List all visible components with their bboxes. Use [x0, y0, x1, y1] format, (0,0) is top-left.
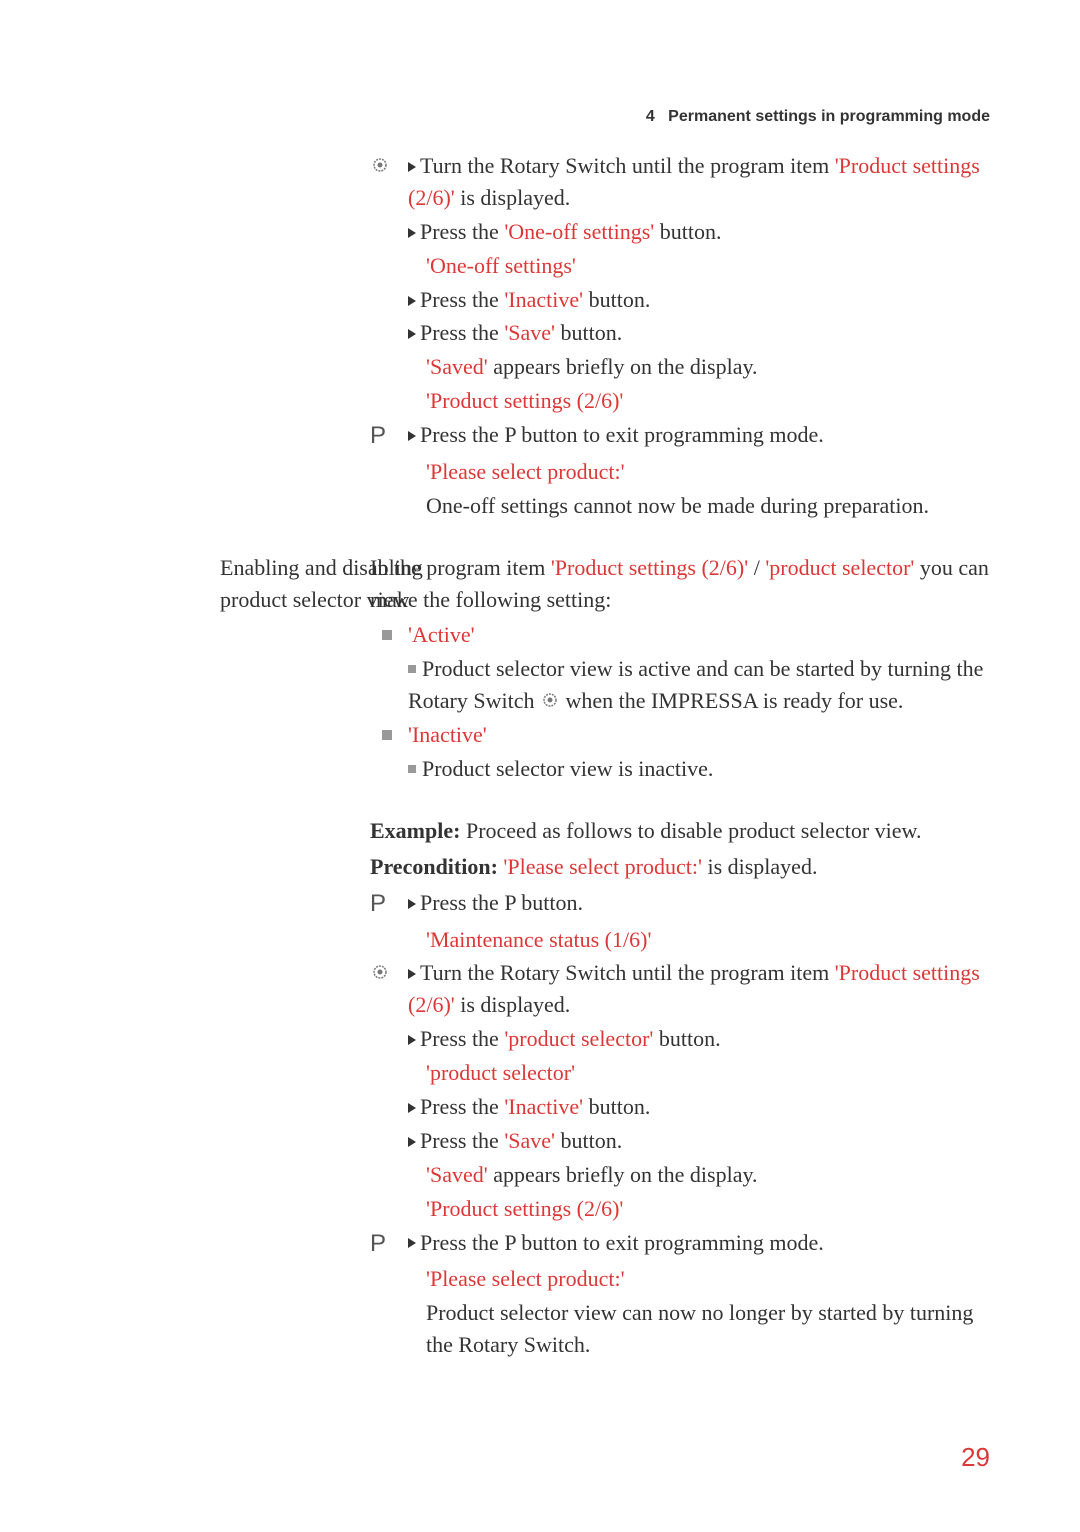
display-text: 'product selector' — [426, 1060, 575, 1085]
option-description: Product selector view is active and can … — [408, 656, 983, 713]
option-description: Product selector view is inactive. — [422, 756, 713, 781]
p-button-icon: P — [370, 422, 386, 449]
display-text: 'Maintenance status (1/6)' — [426, 927, 651, 952]
step-bullet-icon — [408, 899, 416, 909]
precondition-text: 'Please select product:' is displayed. — [498, 854, 818, 879]
step-text: Press the 'One-off settings' button. — [420, 219, 721, 244]
step-bullet-icon — [408, 969, 416, 979]
p-button-icon: P — [370, 1230, 386, 1257]
step-bullet-icon — [408, 1035, 416, 1045]
step-text: Press the P button. — [420, 890, 583, 915]
list-bullet-icon — [382, 730, 392, 740]
rotary-switch-icon — [540, 687, 560, 707]
sidebar-heading: Enabling and disabling product selector … — [220, 552, 460, 616]
page-header: 4 Permanent settings in programming mode — [646, 105, 990, 128]
example-block: Example: Proceed as follows to disable p… — [370, 815, 990, 1361]
rotary-switch-icon — [370, 152, 390, 172]
intro-paragraph: In the program item 'Product settings (2… — [370, 552, 990, 616]
step-text: Press the 'Inactive' button. — [420, 1094, 650, 1119]
step-text: Press the 'Save' button. — [420, 1128, 622, 1153]
precondition-label: Precondition: — [370, 854, 498, 879]
step-text: Press the 'Save' button. — [420, 320, 622, 345]
step-text: Press the 'Inactive' button. — [420, 287, 650, 312]
display-text: 'Saved' appears briefly on the display. — [426, 1162, 758, 1187]
section-number: 4 — [646, 108, 655, 125]
display-text: 'Product settings (2/6)' — [426, 388, 623, 413]
list-bullet-icon — [382, 630, 392, 640]
step-bullet-icon — [408, 1137, 416, 1147]
display-text: 'Product settings (2/6)' — [426, 1196, 623, 1221]
display-text: 'Saved' appears briefly on the display. — [426, 354, 758, 379]
step-bullet-icon — [408, 1103, 416, 1113]
option-label: 'Inactive' — [408, 722, 487, 747]
step-text: Press the P button to exit programming m… — [420, 1230, 824, 1255]
instruction-block-1: Turn the Rotary Switch until the program… — [370, 150, 990, 522]
p-button-icon: P — [370, 890, 386, 917]
page-number: 29 — [961, 1439, 990, 1477]
sub-bullet-icon — [408, 665, 416, 673]
description-block: In the program item 'Product settings (2… — [370, 552, 990, 785]
section-title: Permanent settings in programming mode — [668, 108, 990, 125]
sub-bullet-icon — [408, 765, 416, 773]
step-bullet-icon — [408, 329, 416, 339]
step-bullet-icon — [408, 228, 416, 238]
display-text: 'Please select product:' — [426, 459, 625, 484]
example-label: Example: — [370, 818, 460, 843]
step-text: Press the 'product selector' button. — [420, 1026, 721, 1051]
step-bullet-icon — [408, 162, 416, 172]
option-label: 'Active' — [408, 622, 475, 647]
display-text: 'One-off settings' — [426, 253, 576, 278]
note-text: One-off settings cannot now be made duri… — [426, 493, 929, 518]
step-text: Turn the Rotary Switch until the program… — [408, 153, 980, 210]
step-bullet-icon — [408, 1238, 416, 1248]
step-text: Turn the Rotary Switch until the program… — [408, 960, 980, 1017]
example-text: Proceed as follows to disable product se… — [460, 818, 921, 843]
rotary-switch-icon — [370, 959, 390, 979]
step-bullet-icon — [408, 296, 416, 306]
step-text: Press the P button to exit programming m… — [420, 422, 824, 447]
note-text: Product selector view can now no longer … — [426, 1300, 973, 1357]
step-bullet-icon — [408, 431, 416, 441]
display-text: 'Please select product:' — [426, 1266, 625, 1291]
